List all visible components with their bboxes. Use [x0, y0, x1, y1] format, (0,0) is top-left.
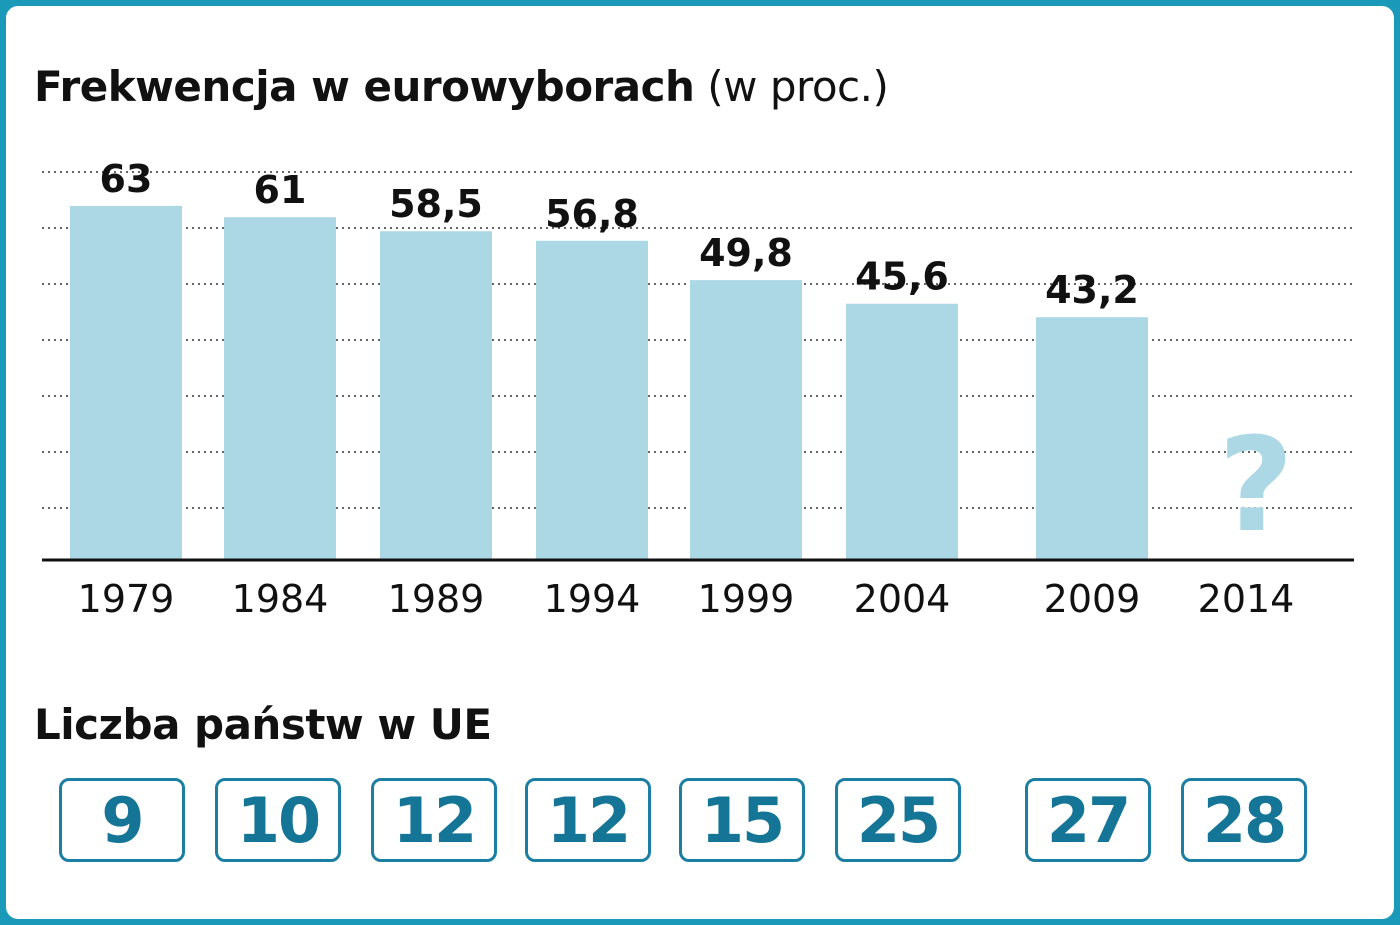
chart-title: Frekwencja w eurowyborach (w proc.) [34, 62, 889, 111]
value-label-2009: 43,2 [1045, 268, 1139, 312]
value-label-1989: 58,5 [389, 182, 483, 226]
value-label-1994: 56,8 [545, 192, 639, 236]
bar-1989 [380, 231, 492, 561]
value-label-2004: 45,6 [855, 255, 949, 299]
state-count-box: 27 [1025, 778, 1151, 862]
x-tick-label-1984: 1984 [232, 577, 329, 621]
state-count-box: 10 [215, 778, 341, 862]
state-count-value: 15 [700, 783, 785, 857]
value-label-1979: 63 [100, 157, 153, 201]
state-count-box: 12 [371, 778, 497, 862]
bar-2004 [846, 303, 958, 560]
state-count-value: 27 [1046, 783, 1131, 857]
x-tick-label-2009: 2009 [1044, 577, 1141, 621]
unknown-value-label-2014: ? [1218, 409, 1293, 561]
bar-1999 [690, 280, 802, 560]
x-tick-label-1979: 1979 [78, 577, 175, 621]
state-count-box: 25 [835, 778, 961, 862]
state-count-box: 9 [59, 778, 185, 862]
state-count-value: 28 [1202, 783, 1287, 857]
x-tick-label-1994: 1994 [544, 577, 641, 621]
state-count-value: 9 [101, 783, 144, 857]
x-tick-label-1989: 1989 [388, 577, 485, 621]
bar-1994 [536, 240, 648, 560]
chart-title-main: Frekwencja w eurowyborach [34, 62, 695, 111]
x-tick-label-2004: 2004 [854, 577, 951, 621]
state-count-value: 12 [392, 783, 477, 857]
state-count-value: 10 [236, 783, 321, 857]
state-count-value: 25 [856, 783, 941, 857]
value-label-1999: 49,8 [699, 231, 793, 275]
bar-1984 [224, 217, 336, 560]
turnout-bar-chart: 63 1979 61 1984 58,5 1989 56,8 1994 49,8 1999 45,6… [42, 157, 1354, 621]
x-tick-label-2014: 2014 [1198, 577, 1295, 621]
x-tick-label-1999: 1999 [698, 577, 795, 621]
state-count-box: 15 [679, 778, 805, 862]
state-count-box: 12 [525, 778, 651, 862]
bar-1979 [70, 205, 182, 560]
value-label-1984: 61 [254, 168, 307, 212]
state-count-box: 28 [1181, 778, 1307, 862]
states-title: Liczba państw w UE [34, 700, 492, 749]
chart-title-unit: (w proc.) [707, 62, 889, 111]
state-count-value: 12 [546, 783, 631, 857]
bar-2009 [1036, 317, 1148, 560]
